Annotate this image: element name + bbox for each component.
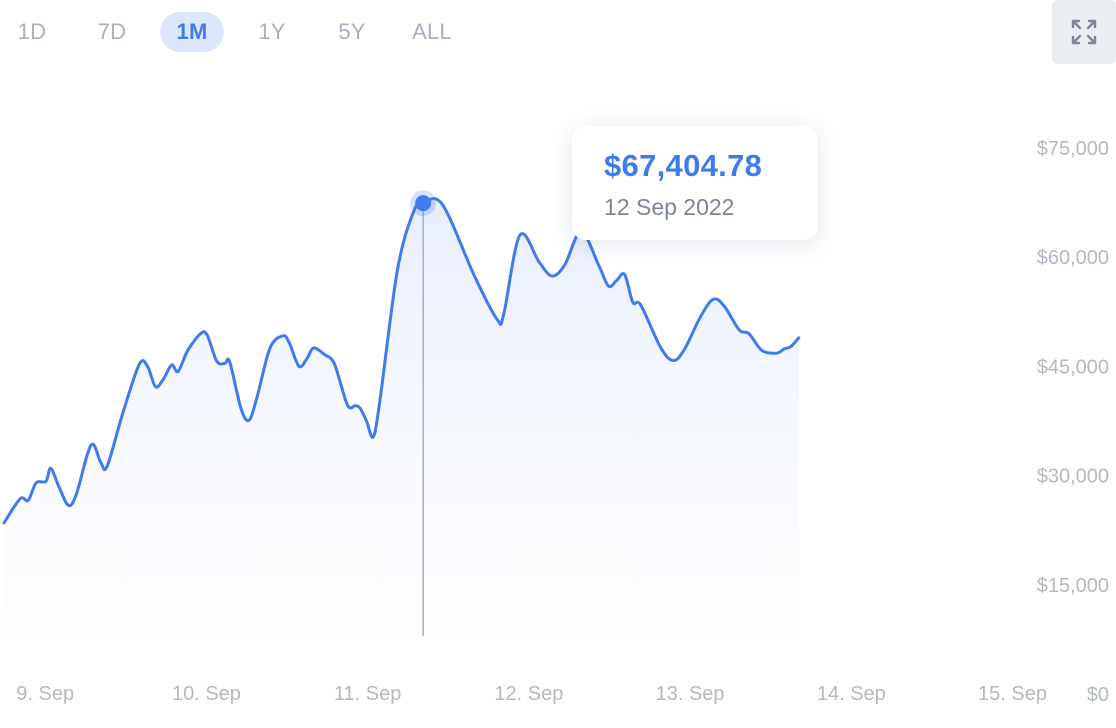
selected-point-marker[interactable]: [415, 195, 432, 212]
fullscreen-button[interactable]: [1052, 0, 1116, 64]
range-7d-button[interactable]: 7D: [97, 19, 127, 44]
range-1m-button[interactable]: 1M: [160, 12, 224, 52]
y-tick-label: $15,000: [1037, 575, 1109, 597]
y-tick-label: $30,000: [1037, 466, 1109, 488]
range-1y-button[interactable]: 1Y: [258, 19, 286, 44]
price-area-fill: [4, 198, 799, 636]
range-1d-button[interactable]: 1D: [17, 19, 47, 44]
x-tick-label: 15. Sep: [978, 683, 1047, 705]
range-5y-button[interactable]: 5Y: [338, 19, 366, 44]
tooltip-date: 12 Sep 2022: [604, 194, 735, 220]
y-tick-label: $45,000: [1037, 356, 1109, 378]
x-tick-label: 10. Sep: [172, 683, 241, 705]
y-tick-label: $60,000: [1037, 247, 1109, 269]
y-tick-label: $0: [1087, 684, 1109, 706]
expand-icon: [1071, 19, 1097, 45]
x-tick-label: 13. Sep: [656, 683, 725, 705]
y-tick-label: $75,000: [1037, 138, 1109, 160]
price-line: [2, 196, 801, 525]
tooltip-price: $67,404.78: [604, 148, 763, 183]
x-tick-label: 12. Sep: [494, 683, 563, 705]
x-tick-label: 11. Sep: [334, 683, 401, 705]
price-tooltip: $67,404.78 12 Sep 2022: [572, 126, 818, 240]
x-tick-label: 9. Sep: [16, 683, 74, 705]
x-tick-label: 14. Sep: [817, 683, 886, 705]
range-all-button[interactable]: ALL: [412, 19, 452, 44]
